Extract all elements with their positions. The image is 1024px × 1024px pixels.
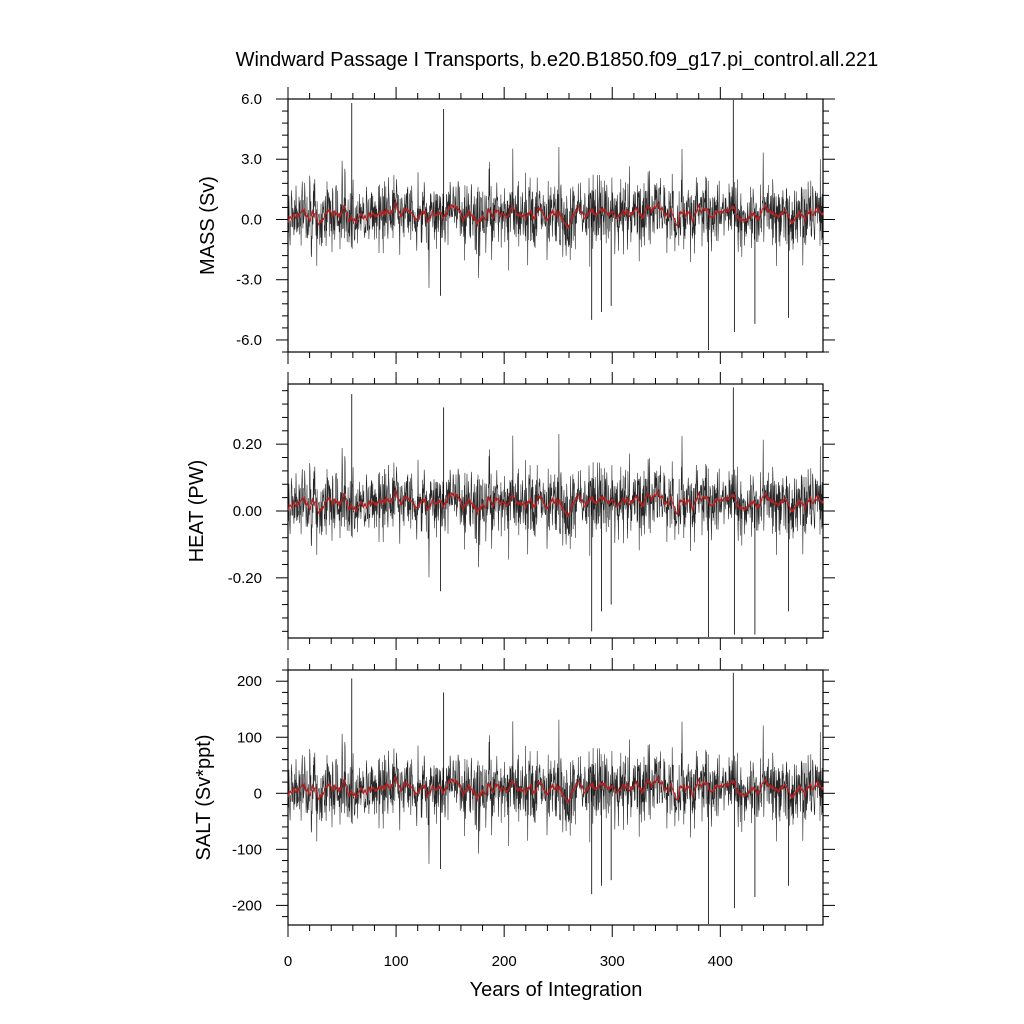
salt-series (287, 672, 824, 924)
salt-y-tick-label: -100 (232, 841, 262, 858)
salt-y-tick-label: 0 (254, 785, 262, 802)
mass-smoothed-line (287, 201, 824, 229)
panel-mass: 6.0 3.0 0.0 -3.0 -6.0 MASS (Sv) (197, 87, 835, 364)
chart-title: Windward Passage I Transports, b.e20.B18… (236, 49, 879, 71)
panel-salt: 200 100 0 -100 -200 SALT (Sv*ppt) (193, 658, 835, 937)
heat-monthly-line (287, 433, 824, 578)
heat-y-tick-label: -0.20 (228, 570, 262, 587)
panel-heat: 0.20 0.00 -0.20 HEAT (PW) (186, 372, 835, 650)
x-tick-label: 0 (284, 953, 292, 970)
x-tick-label: 400 (708, 953, 733, 970)
salt-monthly-line (287, 719, 824, 865)
x-tick-label: 100 (384, 953, 409, 970)
salt-smoothed-line (287, 775, 824, 804)
x-tick-label: 300 (600, 953, 625, 970)
mass-ticks: 6.0 3.0 0.0 -3.0 -6.0 (236, 87, 835, 364)
mass-y-tick-label: -6.0 (236, 332, 262, 349)
x-axis-title: Years of Integration (470, 979, 643, 1001)
heat-ticks: 0.20 0.00 -0.20 (228, 372, 835, 650)
heat-y-tick-label: 0.00 (233, 503, 262, 520)
mass-y-tick-label: -3.0 (236, 272, 262, 289)
heat-y-axis-title: HEAT (PW) (186, 460, 208, 563)
mass-series (287, 100, 824, 350)
salt-y-tick-label: 200 (237, 673, 262, 690)
mass-monthly-line (287, 146, 824, 288)
x-tick-labels: 0 100 200 300 400 (284, 953, 733, 970)
mass-y-axis-title: MASS (Sv) (197, 176, 219, 275)
salt-y-tick-label: 100 (237, 729, 262, 746)
heat-smoothed-line (287, 489, 824, 518)
heat-series (287, 387, 824, 637)
x-tick-label: 200 (492, 953, 517, 970)
mass-y-tick-label: 3.0 (241, 151, 262, 168)
mass-y-tick-label: 6.0 (241, 91, 262, 108)
mass-y-tick-label: 0.0 (241, 211, 262, 228)
salt-ticks: 200 100 0 -100 -200 (232, 658, 835, 937)
salt-y-axis-title: SALT (Sv*ppt) (193, 735, 215, 861)
heat-y-tick-label: 0.20 (233, 436, 262, 453)
salt-y-tick-label: -200 (232, 897, 262, 914)
